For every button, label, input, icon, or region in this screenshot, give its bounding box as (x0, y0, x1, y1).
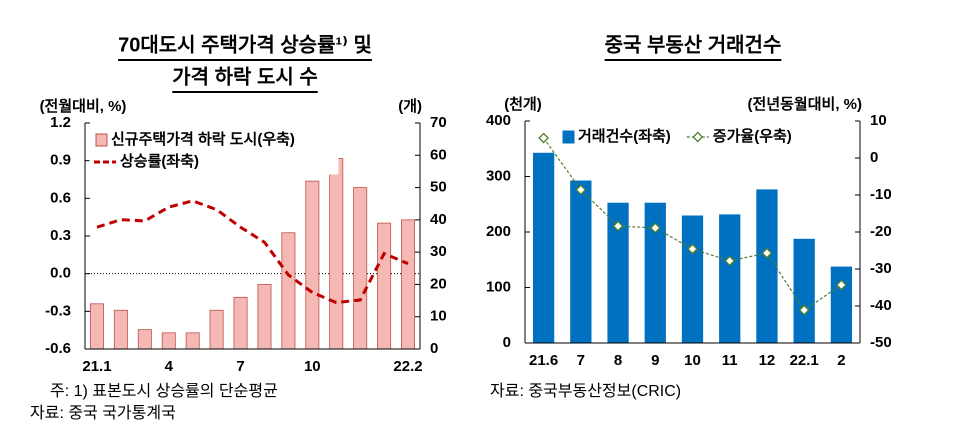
bar (233, 296, 248, 350)
line (96, 199, 409, 305)
bar (305, 180, 320, 350)
bar (681, 215, 704, 344)
x-tick-label: 4 (165, 358, 174, 375)
bar (185, 332, 200, 350)
note: 자료: 중국 국가통계국 (30, 404, 176, 422)
x-tick-label: 11 (722, 352, 738, 369)
bar (532, 152, 555, 344)
y2-tick-label: 50 (430, 179, 447, 196)
legend-label: 상승률(좌축) (120, 153, 199, 170)
marker (798, 304, 810, 316)
y2-tick-label: 20 (430, 275, 447, 292)
x-tick-label: 21.6 (529, 352, 558, 369)
y2-tick-label: 60 (430, 146, 447, 163)
chart-title: 중국 부동산 거래건수 (605, 33, 782, 56)
y2-tick-label: -20 (870, 223, 892, 240)
bar (257, 284, 272, 350)
x-tick-label: 9 (651, 352, 659, 369)
y2-tick-label: 0 (430, 340, 438, 357)
y-axis-label: (전월대비, %) (40, 98, 127, 115)
x-tick-label: 10 (684, 352, 701, 369)
x-tick-label: 12 (759, 352, 776, 369)
y2-tick-label: 30 (430, 243, 447, 260)
y2-tick-label: 40 (430, 211, 447, 228)
bar (401, 219, 416, 350)
x-tick-label: 22.2 (393, 358, 422, 375)
y-tick-label: -0.6 (45, 340, 71, 357)
bar (719, 214, 741, 344)
bar (209, 309, 224, 350)
x-tick-label: 10 (304, 358, 321, 375)
y-tick-label: 200 (486, 223, 511, 240)
x-tick-label: 7 (236, 358, 244, 375)
bar (570, 180, 592, 344)
x-tick-label: 7 (577, 352, 585, 369)
marker (649, 222, 661, 234)
y-tick-label: 1.2 (50, 114, 71, 131)
legend-marker (692, 131, 704, 143)
note: 자료: 중국부동산정보(CRIC) (490, 382, 681, 400)
y-tick-label: 0.9 (50, 152, 71, 169)
bar (756, 189, 778, 344)
marker (687, 243, 698, 255)
bar (329, 158, 344, 350)
marker (761, 247, 773, 259)
y2-tick-label: 10 (870, 112, 887, 129)
x-tick-label: 8 (614, 352, 622, 369)
y2-tick-label: -30 (870, 260, 892, 277)
marker (575, 184, 587, 196)
y-tick-label: 300 (486, 167, 511, 184)
y2-tick-label: 0 (870, 149, 878, 166)
y-tick-label: 100 (486, 278, 511, 295)
bar (161, 332, 176, 350)
note: 주: 1) 표본도시 상승률의 단순평균 (50, 382, 278, 400)
legend-label: 증가율(우축) (713, 128, 792, 145)
y-tick-label: 400 (486, 112, 511, 129)
x-tick-label: 22.1 (790, 352, 819, 369)
bar (281, 232, 296, 350)
legend-swatch (562, 130, 575, 144)
y2-tick-label: 70 (430, 114, 447, 131)
legend-label: 신규주택가격 하락 도시(우축) (111, 130, 295, 148)
y2-axis-label: (전년동월대비, %) (748, 96, 862, 113)
y-tick-label: 0.3 (50, 227, 71, 244)
legend-swatch (95, 133, 108, 147)
y2-tick-label: -50 (870, 334, 892, 351)
y2-tick-label: -10 (870, 186, 892, 203)
bar (113, 309, 128, 350)
bar (377, 222, 392, 350)
y-tick-label: 0.0 (50, 265, 71, 282)
x-tick-label: 21.1 (82, 358, 111, 375)
y-axis-label: (천개) (504, 95, 542, 113)
bar (89, 303, 104, 350)
y-tick-label: 0.6 (50, 189, 71, 206)
bar (793, 238, 815, 344)
marker (538, 132, 550, 144)
marker (835, 279, 847, 291)
y-tick-label: 0 (503, 334, 511, 351)
bar (137, 329, 152, 350)
bar (353, 187, 368, 350)
y2-axis-label: (개) (398, 97, 422, 115)
chart-title: 가격 하락 도시 수 (172, 65, 317, 88)
y-tick-label: -0.3 (45, 302, 71, 319)
chart-title: 70대도시 주택가격 상승률¹⁾ 및 (118, 33, 372, 56)
y2-tick-label: 10 (430, 308, 447, 325)
x-tick-label: 2 (837, 352, 845, 369)
legend-label: 거래건수(좌축) (578, 128, 671, 145)
marker (724, 255, 736, 267)
bar (830, 266, 853, 344)
y2-tick-label: -40 (870, 297, 892, 314)
marker (612, 220, 624, 232)
legend-box (89, 127, 339, 175)
